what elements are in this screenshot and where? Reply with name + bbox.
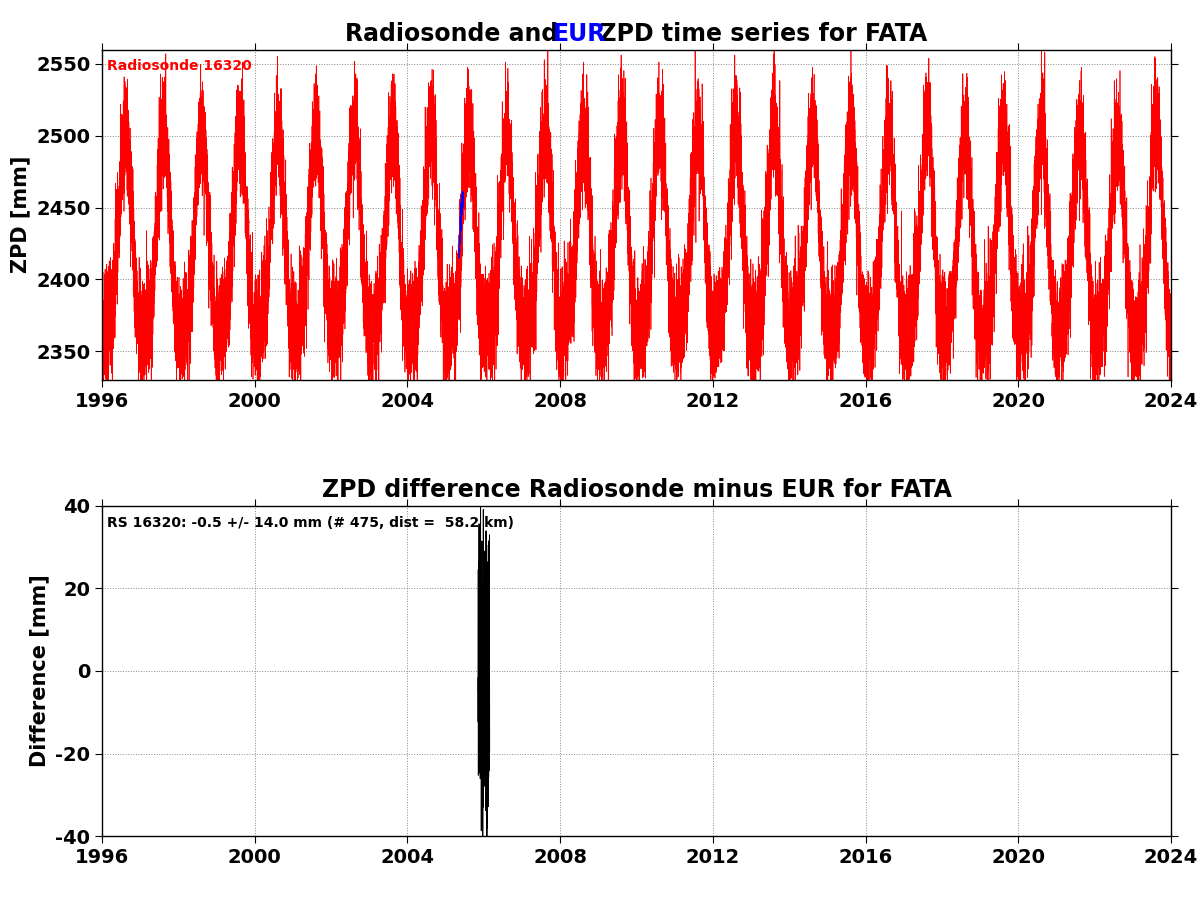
- Y-axis label: Difference [mm]: Difference [mm]: [30, 575, 49, 768]
- Text: EUR: EUR: [552, 23, 607, 46]
- Title: Radiosonde and     ZPD time series for FATA: Radiosonde and ZPD time series for FATA: [346, 23, 927, 46]
- Y-axis label: ZPD [mm]: ZPD [mm]: [11, 156, 30, 274]
- Text: RS 16320: -0.5 +/- 14.0 mm (# 475, dist =  58.2 km): RS 16320: -0.5 +/- 14.0 mm (# 475, dist …: [107, 515, 514, 530]
- Title: ZPD difference Radiosonde minus EUR for FATA: ZPD difference Radiosonde minus EUR for …: [322, 478, 951, 502]
- Text: Radiosonde 16320: Radiosonde 16320: [107, 59, 252, 74]
